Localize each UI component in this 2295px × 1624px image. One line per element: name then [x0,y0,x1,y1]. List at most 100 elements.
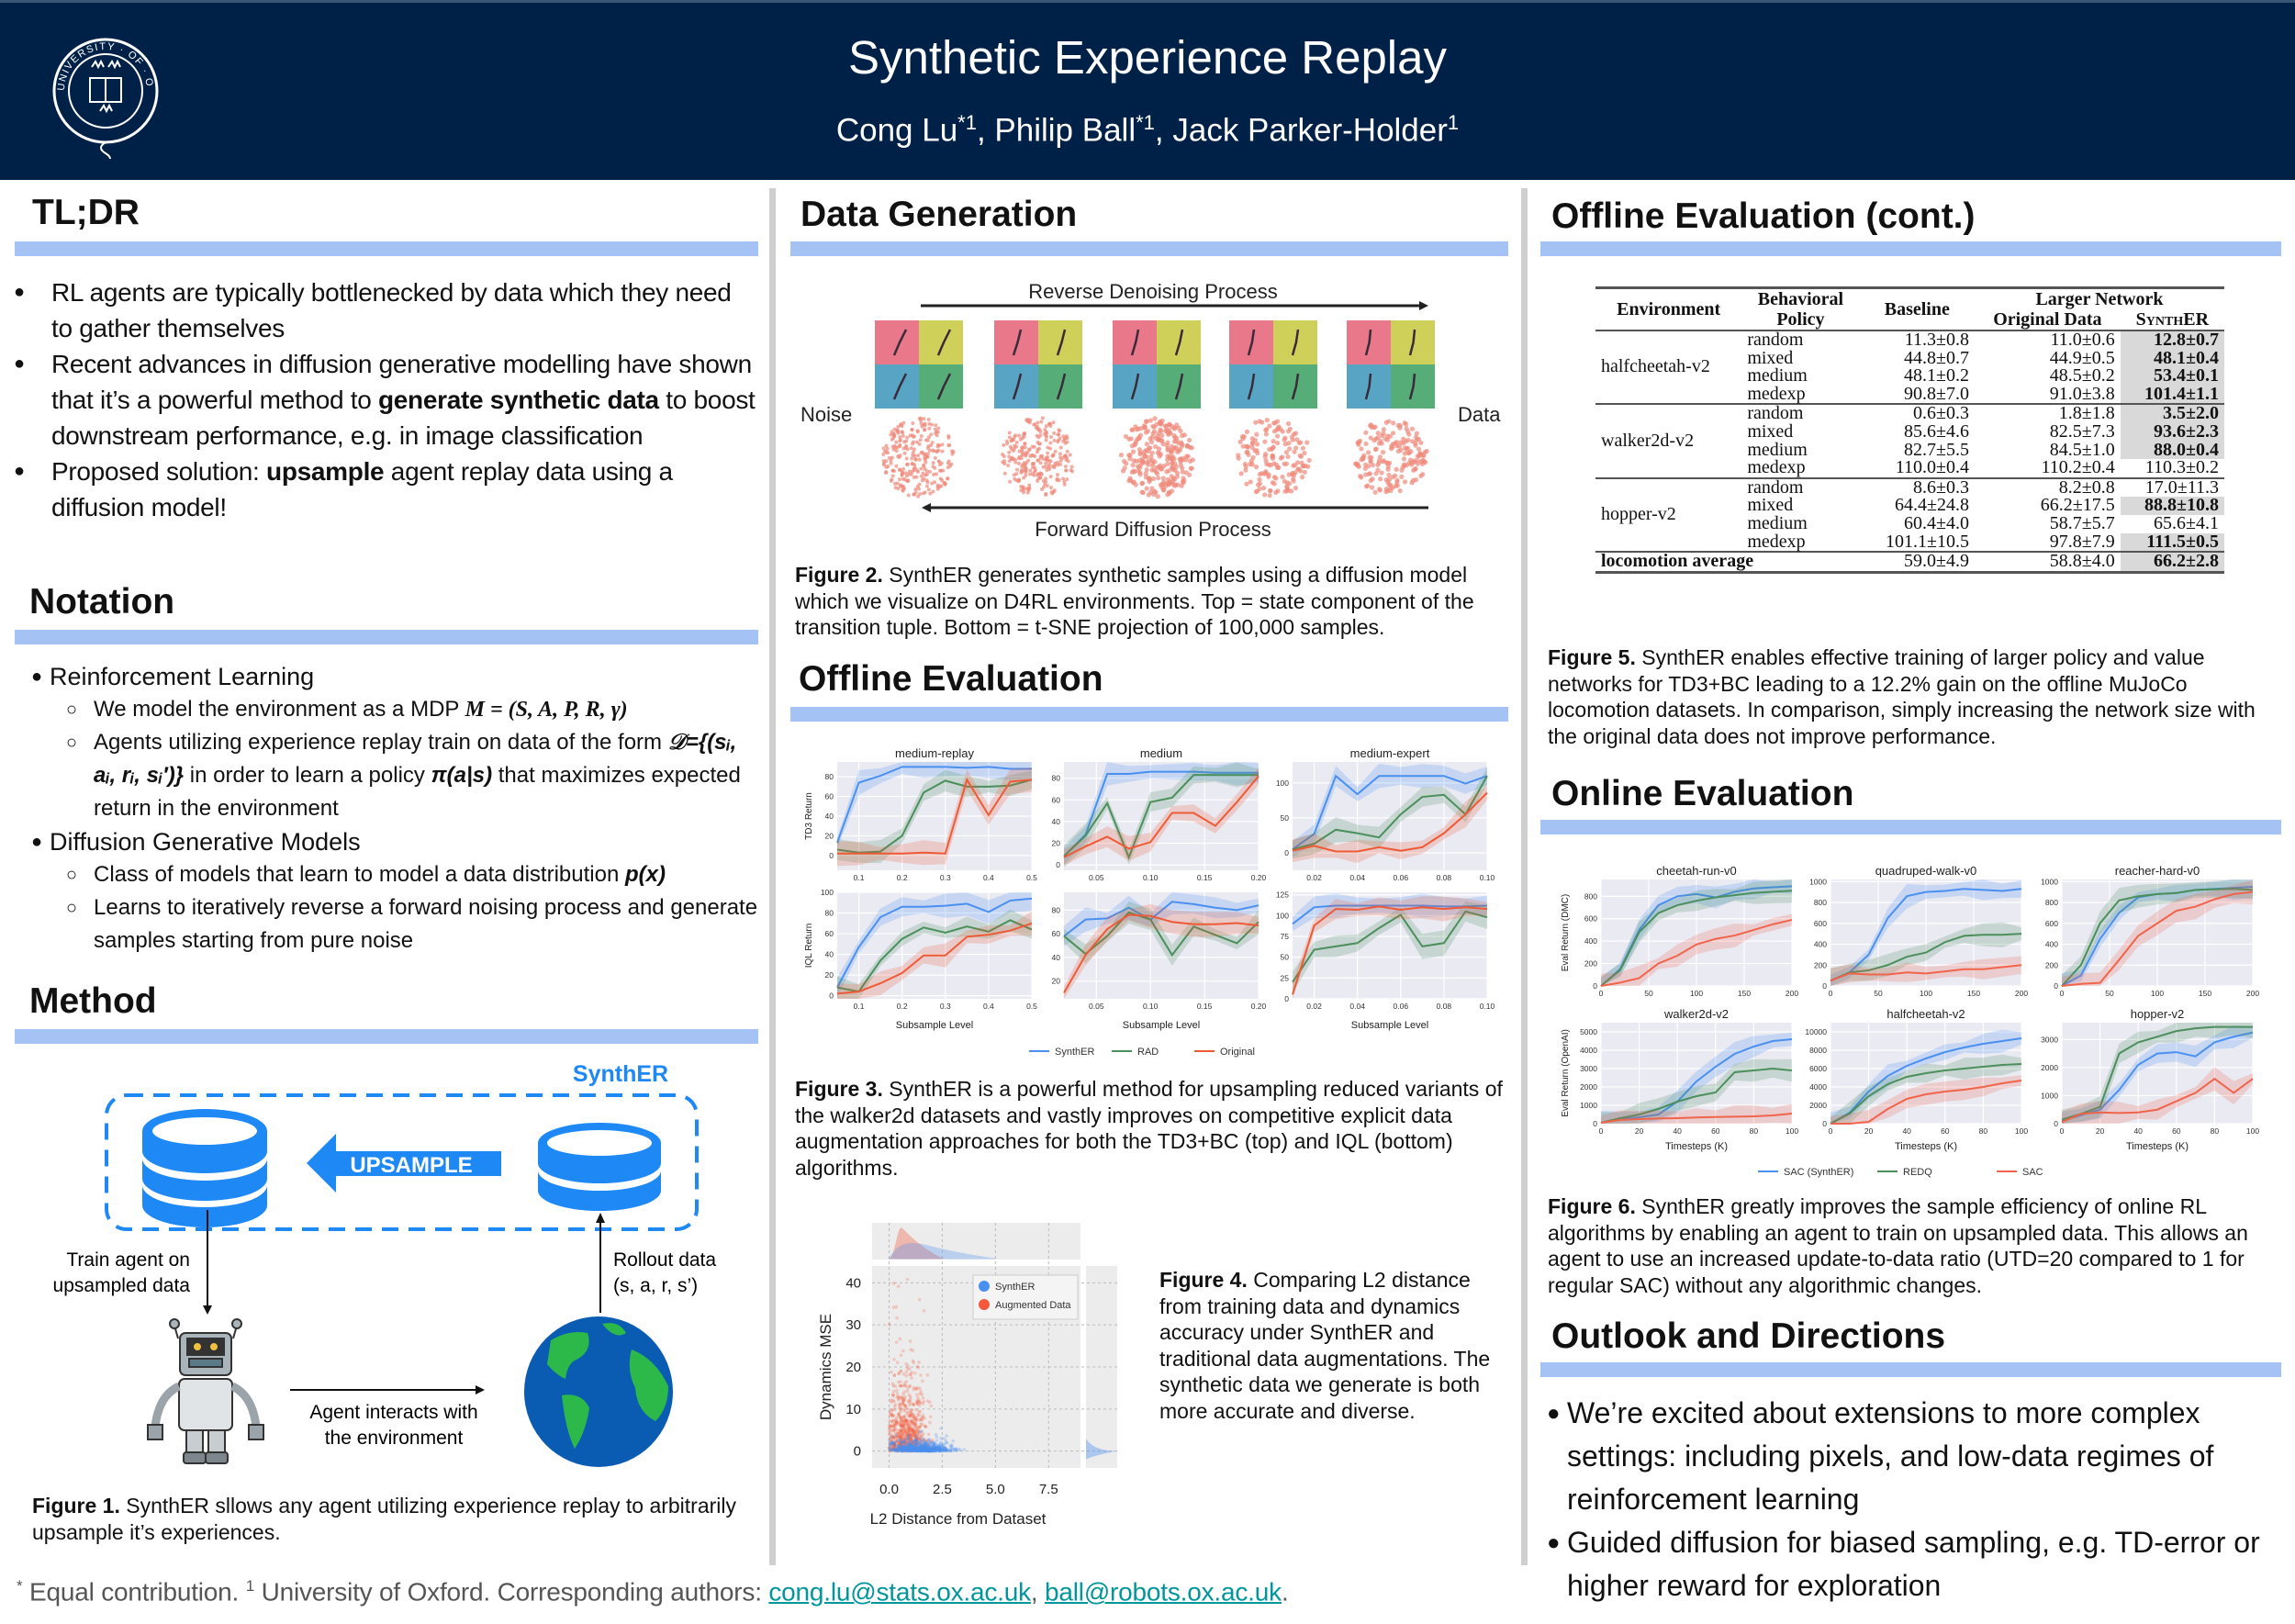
scatter-point [930,1448,935,1451]
scatter-point [904,1448,909,1452]
scatter-point [912,1448,915,1452]
scatter-point [938,1447,943,1451]
scatter-point [911,1440,915,1444]
scatter-point [896,1443,901,1448]
tsne-point [1047,421,1052,426]
scatter-point [913,1431,917,1436]
y-tick-label: 0 [1056,860,1060,869]
tsne-point [1274,433,1281,439]
tsne-point [1287,426,1293,431]
scatter-point [933,1445,937,1449]
scatter-point [895,1440,899,1444]
scatter-point [897,1397,901,1401]
tsne-point [927,448,932,453]
scatter-point [909,1437,912,1440]
scatter-point [917,1449,922,1452]
confidence-band [1064,903,1259,999]
scatter-point [915,1441,920,1445]
tsne-point [946,461,950,465]
scatter-point [925,1448,929,1451]
cell-policy: random [1747,476,1804,498]
scatter-point [951,1439,956,1443]
scatter-point [907,1428,912,1431]
tsne-point [1044,430,1048,434]
scatter-point [931,1448,935,1452]
scatter-point [898,1443,902,1447]
scatter-point [929,1404,934,1408]
walker-figure-icon [1012,329,1023,356]
cell-policy: random [1747,330,1804,350]
scatter-point [908,1430,912,1435]
scatter-point [896,1394,901,1399]
email-link-cong-lu[interactable]: cong.lu@stats.ox.ac.uk [768,1577,1031,1607]
tsne-point [1262,454,1268,459]
tsne-point [1379,470,1384,476]
scatter-point [894,1448,899,1452]
scatter-point [904,1447,909,1451]
scatter-point [911,1439,914,1444]
scatter-point [913,1449,917,1453]
scatter-point [902,1439,907,1444]
scatter-point [919,1446,924,1450]
scatter-point [924,1447,928,1451]
scatter-point [901,1445,906,1449]
scatter-point [908,1444,912,1449]
series-line [1830,1063,2022,1125]
walker-figure-icon [1291,329,1300,356]
tsne-point [934,423,938,428]
scatter-point [898,1443,902,1448]
scatter-point [901,1448,906,1451]
tsne-point [1159,481,1165,487]
confidence-band [1293,767,1487,859]
x-tick-label: 0.10 [1480,1002,1495,1011]
scatter-point [907,1449,912,1453]
header-original-data: Original Data [1993,309,2102,330]
tsne-point [1181,476,1186,481]
interact-arrow [290,1385,485,1394]
scatter-point [935,1446,938,1450]
text: in order to learn a policy [184,763,431,788]
scatter-point [921,1449,924,1452]
scatter-point [889,1398,893,1403]
scatter-point [901,1444,906,1449]
tsne-point [1155,494,1160,499]
scatter-point [911,1433,915,1438]
scatter-point [903,1394,907,1399]
scatter-point [911,1445,915,1450]
tsne-point [1169,488,1175,494]
scatter-point [897,1441,901,1446]
scatter-point [903,1440,907,1445]
bold-text: generate synthetic data [377,386,659,414]
tsne-point [1268,463,1273,468]
scatter-point [919,1448,924,1451]
tsne-point [1385,464,1391,469]
legend-label: SAC [2022,1167,2043,1178]
cell-baseline: 60.4±4.0 [1904,512,1969,533]
tsne-point [1137,463,1143,468]
y-tick-label: 0 [829,991,834,1001]
scatter-point [918,1425,922,1428]
scatter-point [896,1449,901,1453]
scatter-point [888,1441,891,1446]
scatter-point [890,1440,895,1444]
scatter-point [943,1449,946,1452]
scatter-point [902,1437,906,1441]
x-tick-label: 0.06 [1394,873,1409,882]
scatter-point [891,1424,896,1428]
scatter-point [896,1447,900,1450]
scatter-point [907,1435,912,1439]
tsne-point [946,435,951,440]
cell-policy: mixed [1747,495,1794,516]
scatter-point [925,1446,930,1450]
tsne-point [918,492,923,497]
scatter-point [903,1440,908,1445]
tsne-point [1013,457,1017,462]
walker-figure-icon [936,329,952,356]
tsne-point [1032,422,1036,427]
scatter-point [934,1448,938,1451]
tsne-point [1418,440,1424,445]
scatter-point [899,1441,903,1446]
tsne-point [919,433,924,438]
y-tick-label: 400 [1814,940,1827,949]
email-link-philip-ball[interactable]: ball@robots.ox.ac.uk [1045,1577,1282,1607]
